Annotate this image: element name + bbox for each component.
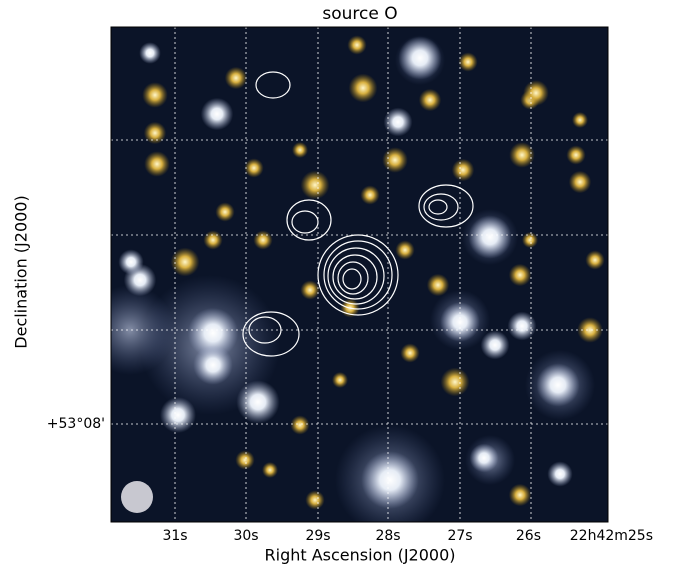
x-tick-label: 28s xyxy=(375,528,400,544)
star xyxy=(480,330,510,360)
galaxy xyxy=(348,73,378,103)
galaxy xyxy=(300,170,330,200)
galaxy xyxy=(509,142,535,168)
star xyxy=(547,461,573,487)
galaxy xyxy=(585,250,605,270)
star xyxy=(468,215,512,259)
galaxy xyxy=(290,415,310,435)
galaxy xyxy=(577,317,603,343)
frame xyxy=(110,26,609,523)
x-tick-label: 22h42m25s xyxy=(570,528,653,544)
galaxy xyxy=(458,52,478,72)
galaxy xyxy=(262,462,278,478)
galaxy xyxy=(523,80,549,106)
x-tick-label: 27s xyxy=(447,528,472,544)
star xyxy=(361,451,419,509)
beam xyxy=(121,481,153,513)
x-tick-label: 29s xyxy=(305,528,330,544)
galaxy xyxy=(508,483,532,507)
galaxy xyxy=(292,142,308,158)
galaxy xyxy=(572,112,588,128)
galaxy xyxy=(426,273,450,297)
star xyxy=(383,107,413,137)
x-tick-label: 31s xyxy=(162,528,187,544)
galaxy xyxy=(568,170,592,194)
star xyxy=(187,307,239,359)
star xyxy=(236,380,280,424)
x-tick-label: 26s xyxy=(516,528,541,544)
galaxy xyxy=(400,343,420,363)
star xyxy=(160,397,196,433)
star xyxy=(118,249,144,275)
galaxy xyxy=(215,202,235,222)
star xyxy=(536,363,580,407)
galaxy xyxy=(508,263,532,287)
galaxy xyxy=(170,247,200,277)
galaxy xyxy=(300,280,320,300)
galaxy xyxy=(347,35,367,55)
galaxy xyxy=(244,158,264,178)
galaxy xyxy=(203,230,223,250)
star xyxy=(193,345,233,385)
star xyxy=(398,36,442,80)
contours xyxy=(242,71,474,357)
galaxy xyxy=(440,367,470,397)
x-axis-label: Right Ascension (J2000) xyxy=(265,546,456,565)
sky-image xyxy=(111,35,605,522)
x-tick-label: 30s xyxy=(233,528,258,544)
galaxy xyxy=(451,158,475,182)
star xyxy=(139,42,161,64)
galaxy xyxy=(235,450,255,470)
galaxy xyxy=(142,82,168,108)
galaxy xyxy=(253,230,273,250)
galaxy xyxy=(360,185,380,205)
star xyxy=(200,97,234,131)
star xyxy=(507,311,537,341)
galaxy xyxy=(382,147,408,173)
galaxy xyxy=(305,490,325,510)
galaxy xyxy=(332,372,348,388)
title: source O xyxy=(322,4,397,24)
galaxy xyxy=(522,232,538,248)
galaxy xyxy=(143,121,167,145)
y-axis-label: Declination (J2000) xyxy=(12,195,31,348)
galaxy xyxy=(418,88,442,112)
galaxy xyxy=(566,145,586,165)
star xyxy=(469,443,499,473)
galaxy xyxy=(144,151,170,177)
galaxy xyxy=(395,240,415,260)
y-tick-label: +53°08' xyxy=(47,416,105,432)
galaxy xyxy=(224,66,248,90)
